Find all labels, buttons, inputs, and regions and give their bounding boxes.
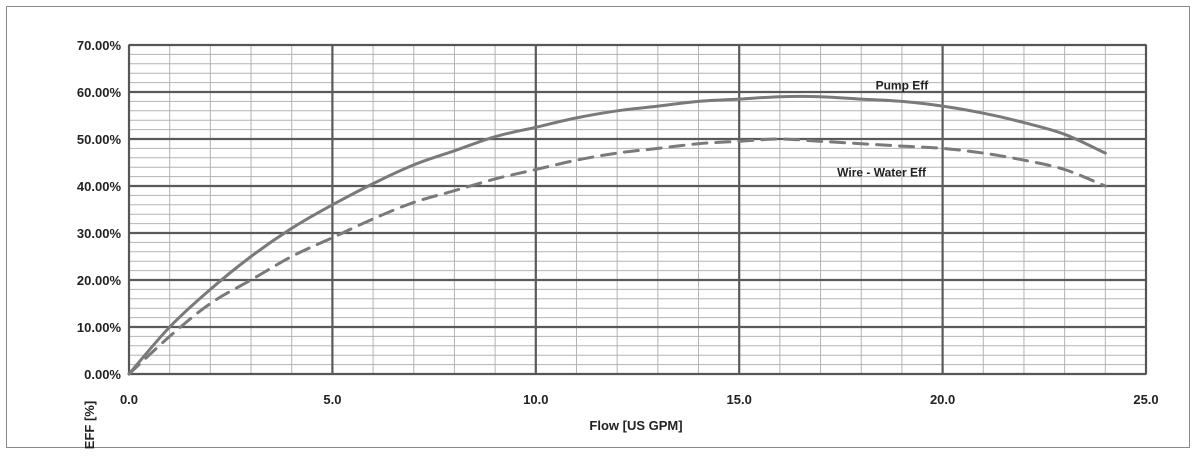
x-tick-label: 0.0 xyxy=(120,392,138,407)
y-axis-title: EFF [%] xyxy=(82,401,97,449)
series-line-pump-eff xyxy=(127,94,1107,376)
plot-frame xyxy=(128,44,1147,375)
y-tick-label: 50.00% xyxy=(77,132,122,147)
x-tick-label: 25.0 xyxy=(1133,392,1158,407)
annotations: Pump Eff Wire - Water Eff xyxy=(837,79,929,180)
y-tick-label: 70.00% xyxy=(77,38,122,53)
axes: 0.0 5.0 10.0 15.0 20.0 25.0 0.00% 10.00% 20.00% 3… xyxy=(77,38,1159,407)
grid xyxy=(127,43,1148,376)
outer-border xyxy=(6,6,1190,448)
y-tick-label: 10.00% xyxy=(77,320,122,335)
y-tick-label: 40.00% xyxy=(77,179,122,194)
y-tick-label: 20.00% xyxy=(77,273,122,288)
annotation-wire-water-eff: Wire - Water Eff xyxy=(837,166,927,180)
x-tick-label: 20.0 xyxy=(930,392,955,407)
y-tick-label: 60.00% xyxy=(77,85,122,100)
x-tick-label: 15.0 xyxy=(727,392,752,407)
x-tick-label: 10.0 xyxy=(523,392,548,407)
x-axis-title: Flow [US GPM] xyxy=(589,418,682,433)
annotation-pump-eff: Pump Eff xyxy=(876,79,930,93)
y-tick-label: 0.00% xyxy=(84,367,121,382)
y-tick-label: 30.00% xyxy=(77,226,122,241)
series-layer xyxy=(127,94,1107,376)
x-tick-label: 5.0 xyxy=(323,392,341,407)
